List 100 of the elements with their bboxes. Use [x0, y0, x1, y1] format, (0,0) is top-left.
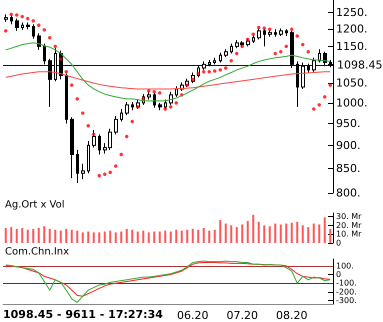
point	[81, 111, 84, 115]
bar	[82, 232, 84, 243]
bar	[43, 226, 46, 243]
bar	[236, 227, 238, 243]
line-series	[5, 260, 331, 303]
candlestick	[120, 108, 123, 122]
bar	[230, 225, 232, 243]
candlestick	[274, 28, 277, 38]
candlestick	[301, 62, 305, 90]
point	[103, 172, 106, 176]
bar	[158, 232, 161, 243]
point	[252, 32, 255, 36]
bar	[274, 224, 276, 243]
point	[290, 27, 294, 31]
point	[235, 52, 238, 56]
point	[274, 52, 277, 56]
point	[76, 97, 79, 101]
bar	[241, 224, 244, 243]
point	[279, 50, 282, 54]
bar	[258, 222, 260, 243]
candlestick	[21, 22, 24, 30]
bar	[202, 228, 205, 243]
point	[125, 134, 128, 138]
candlestick	[92, 130, 96, 148]
point	[268, 27, 272, 31]
candlestick	[131, 102, 134, 111]
bar	[98, 232, 100, 243]
point	[15, 13, 18, 17]
y-tick-label: 1150.	[336, 40, 368, 53]
point	[328, 83, 332, 87]
point	[114, 164, 118, 168]
bar	[38, 228, 40, 243]
bar	[26, 230, 29, 243]
candlestick	[76, 149, 79, 184]
bar	[164, 230, 166, 243]
ref-line-label: 1098.45	[337, 58, 382, 72]
bar	[280, 224, 282, 243]
bar	[180, 230, 183, 243]
candlestick	[48, 58, 52, 108]
point	[26, 16, 30, 20]
point	[98, 174, 101, 178]
bar	[87, 232, 90, 243]
candlestick	[70, 116, 74, 179]
point	[108, 170, 112, 174]
point	[152, 90, 156, 94]
point	[224, 66, 228, 70]
candlestick	[81, 163, 85, 180]
x-tick-label: 08.20	[276, 309, 308, 322]
point	[257, 26, 260, 30]
bar	[285, 224, 288, 243]
candlestick	[213, 57, 216, 65]
y-tick-label: 0	[336, 238, 342, 248]
point	[262, 26, 266, 30]
y-tick-label: 20. Mr	[336, 220, 362, 230]
bar	[114, 232, 117, 243]
point	[54, 44, 57, 48]
point	[92, 132, 96, 136]
point	[240, 44, 244, 48]
point	[136, 105, 140, 109]
bar	[192, 228, 194, 243]
point	[64, 70, 68, 74]
bar	[32, 228, 34, 243]
bar	[312, 224, 315, 243]
line-series	[5, 42, 331, 102]
bar	[4, 228, 7, 243]
y-tick-label: 900.	[336, 138, 360, 152]
y-tick-label: 800.	[336, 186, 360, 200]
text: 1098.45 - 9611 - 17:27:34	[3, 308, 164, 321]
y-tick-label: -200.	[336, 287, 357, 296]
y-tick-label: 0	[336, 270, 342, 280]
bar	[70, 230, 73, 243]
bar	[224, 224, 227, 243]
point	[147, 89, 150, 93]
point	[196, 72, 200, 76]
candlestick	[158, 102, 162, 111]
point	[174, 101, 178, 105]
candlestick	[252, 34, 255, 44]
candlestick	[10, 14, 13, 25]
bar	[186, 230, 188, 243]
chart-title: Com.Chn.Inx	[5, 246, 70, 258]
point	[306, 50, 310, 54]
candlestick	[312, 57, 316, 72]
point	[86, 124, 90, 128]
bar	[329, 228, 332, 243]
point	[191, 78, 194, 82]
bar	[48, 228, 51, 243]
bar	[296, 222, 298, 243]
candlestick	[114, 116, 118, 135]
bar	[197, 230, 200, 243]
candlestick	[219, 52, 222, 64]
point	[230, 58, 233, 62]
y-tick-label: 1000.	[336, 96, 368, 110]
bar	[302, 225, 304, 243]
bar	[104, 232, 106, 243]
bar	[208, 230, 210, 243]
point	[32, 19, 35, 23]
candlestick	[125, 102, 129, 116]
point	[218, 68, 222, 72]
bar	[92, 232, 95, 243]
point	[142, 97, 145, 101]
